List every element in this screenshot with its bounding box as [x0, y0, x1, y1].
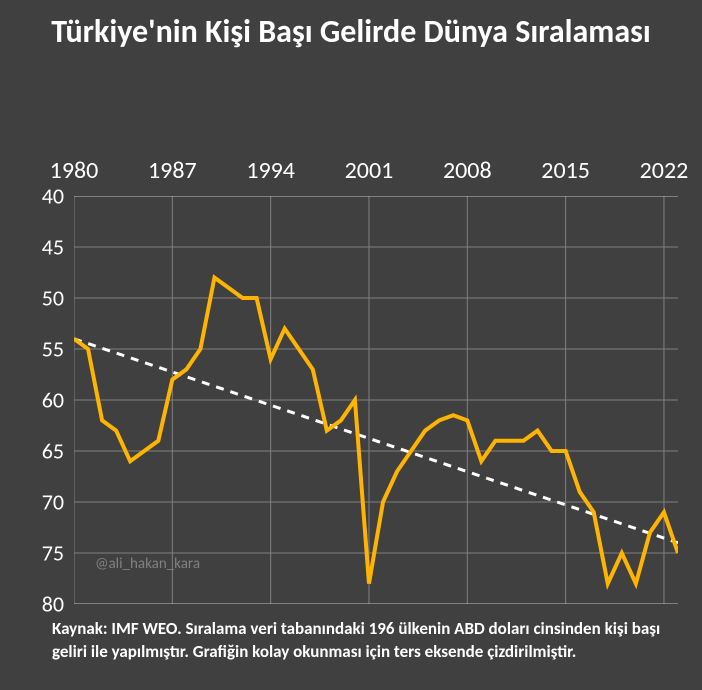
y-tick-label: 70 [42, 489, 64, 516]
plot-area [74, 196, 678, 604]
y-tick-label: 65 [42, 438, 64, 465]
x-tick-label: 1980 [50, 156, 99, 185]
chart-container: Türkiye'nin Kişi Başı Gelirde Dünya Sıra… [0, 0, 702, 690]
caption: Kaynak: IMF WEO. Sıralama veri tabanında… [52, 618, 672, 664]
x-tick-label: 2001 [345, 156, 394, 185]
y-tick-label: 60 [42, 387, 64, 414]
watermark: @ali_hakan_kara [95, 555, 200, 573]
chart-title: Türkiye'nin Kişi Başı Gelirde Dünya Sıra… [0, 12, 702, 52]
y-tick-label: 45 [42, 234, 64, 261]
y-tick-label: 50 [42, 285, 64, 312]
y-tick-label: 55 [42, 336, 64, 363]
x-tick-label: 1987 [148, 156, 197, 185]
plot-svg [74, 196, 678, 604]
x-tick-label: 1994 [246, 156, 295, 185]
x-tick-label: 2022 [640, 156, 689, 185]
y-tick-label: 40 [42, 183, 64, 210]
y-tick-label: 80 [42, 591, 64, 618]
y-tick-label: 75 [42, 540, 64, 567]
x-tick-label: 2015 [541, 156, 590, 185]
x-tick-label: 2008 [443, 156, 492, 185]
